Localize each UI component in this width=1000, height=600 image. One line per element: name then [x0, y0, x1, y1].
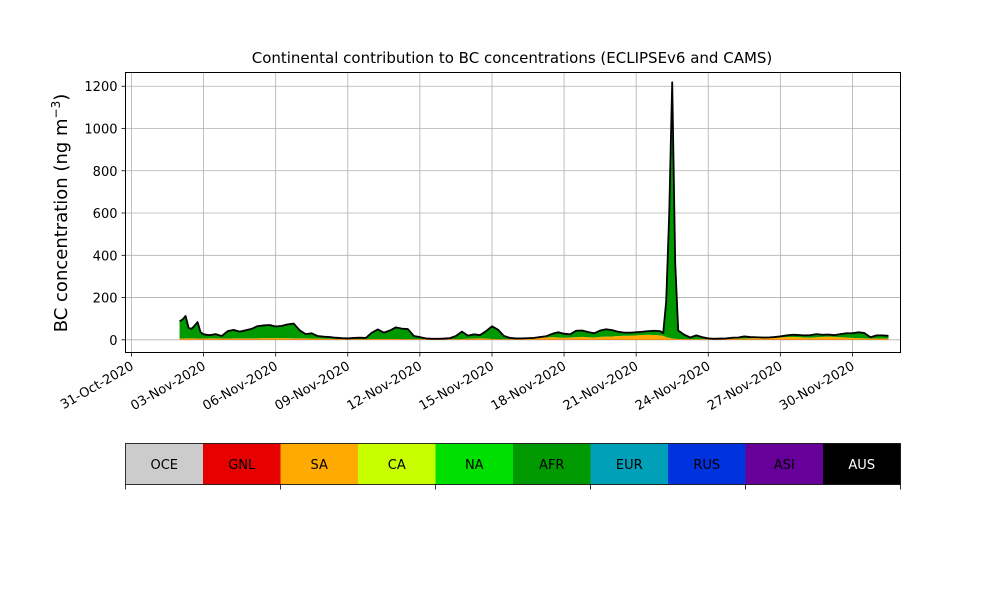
legend-label-rus: RUS	[693, 458, 720, 473]
y-axis: 0 200 400 600 800 1000 1200	[84, 80, 126, 349]
plot-frame	[125, 72, 901, 353]
area-aus	[179, 82, 889, 339]
legend-label-afr: AFR	[539, 458, 564, 473]
y-axis-label-superscript: −3	[49, 101, 63, 119]
legend-swatch-oce	[125, 443, 203, 485]
legend-swatch-ca	[358, 443, 436, 485]
legend-label-eur: EUR	[616, 458, 643, 473]
total-line	[179, 81, 889, 340]
legend-label-oce: OCE	[150, 458, 178, 473]
legend-swatch-sa	[280, 443, 358, 485]
legend-label-gnl: GNL	[228, 458, 256, 473]
stacked-areas	[179, 81, 889, 340]
x-tick-label: 18-Nov-2020	[489, 359, 569, 414]
legend-label-sa: SA	[311, 458, 328, 473]
y-tick-label: 600	[93, 207, 118, 222]
y-tick-label: 800	[93, 165, 118, 180]
legend-label-na: NA	[465, 458, 484, 473]
grid	[125, 72, 901, 353]
x-tick-label: 27-Nov-2020	[705, 359, 785, 414]
legend-swatch-asi	[745, 443, 823, 485]
y-axis-label-close: )	[51, 94, 72, 101]
y-axis-label: BC concentration (ng m−3)	[49, 94, 72, 333]
y-tick-label: 0	[109, 334, 117, 349]
legend-swatch-na	[435, 443, 513, 485]
x-tick-label: 15-Nov-2020	[417, 359, 497, 414]
x-tick-label: 31-Oct-2020	[58, 359, 136, 413]
x-tick-label: 06-Nov-2020	[200, 359, 280, 414]
area-eur	[179, 120, 889, 339]
area-asi	[179, 82, 889, 339]
legend-swatch-gnl	[203, 443, 281, 485]
y-tick-label: 1000	[84, 123, 117, 138]
x-tick-label: 09-Nov-2020	[273, 359, 353, 414]
y-axis-label-main: BC concentration (ng m	[51, 118, 72, 332]
chart-title: Continental contribution to BC concentra…	[252, 49, 773, 67]
legend-swatch-afr	[513, 443, 591, 485]
colorbar-legend: OCE GNL SA CA NA AFR EUR RUS ASI AUS	[125, 443, 901, 490]
legend-swatch-aus	[823, 443, 901, 485]
y-tick-label: 400	[93, 249, 118, 264]
x-tick-label: 24-Nov-2020	[633, 359, 713, 414]
x-tick-label: 21-Nov-2020	[561, 359, 641, 414]
legend-swatch-eur	[590, 443, 668, 485]
legend-frame	[125, 443, 901, 485]
x-tick-label: 30-Nov-2020	[777, 359, 857, 414]
y-tick-label: 1200	[84, 80, 117, 95]
legend-label-asi: ASI	[774, 458, 795, 473]
x-axis: 31-Oct-202003-Nov-202006-Nov-202009-Nov-…	[58, 352, 857, 414]
legend-label-ca: CA	[388, 458, 406, 473]
legend-label-aus: AUS	[848, 458, 875, 473]
x-tick-label: 03-Nov-2020	[128, 359, 208, 414]
legend-swatch-rus	[668, 443, 746, 485]
y-tick-label: 200	[93, 292, 118, 307]
area-afr	[179, 127, 889, 340]
x-tick-label: 12-Nov-2020	[345, 359, 425, 414]
area-rus	[179, 99, 889, 339]
